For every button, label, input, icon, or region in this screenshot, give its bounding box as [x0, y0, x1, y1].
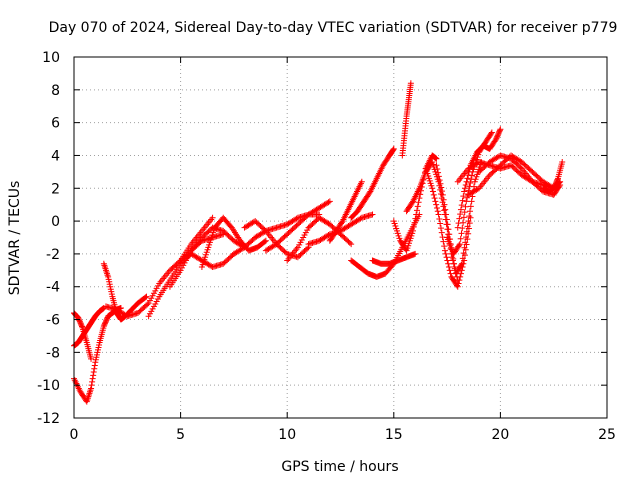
y-tick-label: 6 [51, 116, 60, 132]
series-11 [262, 198, 333, 254]
series-trace [391, 152, 439, 253]
series-17 [369, 250, 419, 267]
series-28 [540, 159, 566, 195]
y-tick-label: -4 [46, 280, 60, 296]
y-tick-label: 10 [42, 50, 60, 66]
plot-frame [73, 56, 608, 419]
series-20 [403, 159, 461, 284]
series-26 [465, 152, 557, 198]
data-point [465, 218, 472, 225]
series-13 [305, 211, 376, 248]
series-trace [71, 310, 94, 360]
series-19 [390, 152, 440, 254]
chart-title: Day 070 of 2024, Sidereal Day-to-day VTE… [49, 20, 618, 36]
y-tick-label: -6 [46, 313, 60, 329]
tick-labels: 0 5 10 15 20 25 -12 -10 -8 -6 -4 -2 0 2 4 6 8 10 [37, 50, 616, 443]
data-points [71, 80, 566, 405]
series-trace [178, 225, 247, 263]
series-trace [540, 161, 565, 195]
data-point [439, 191, 446, 198]
series-trace [455, 127, 503, 227]
series-18 [399, 80, 414, 159]
y-tick-label: 0 [51, 214, 60, 230]
series-trace [264, 199, 332, 253]
series-8 [198, 214, 269, 271]
x-tick-label: 20 [491, 427, 509, 443]
x-axis-label: GPS time / hours [281, 459, 398, 475]
series-trace [104, 216, 215, 319]
data-point [454, 224, 461, 231]
series-24 [454, 126, 504, 231]
data-point [435, 211, 442, 218]
series-trace [404, 160, 460, 280]
series-trace [327, 180, 365, 243]
series-7 [177, 224, 248, 264]
series-trace [370, 251, 418, 267]
data-point [446, 231, 453, 238]
y-tick-label: -8 [46, 345, 60, 361]
series-trace [423, 168, 473, 289]
series-trace [199, 216, 268, 268]
series-15 [348, 145, 397, 221]
x-tick-label: 0 [70, 427, 79, 443]
x-tick-label: 10 [278, 427, 296, 443]
series-trace [399, 82, 414, 156]
series-22 [433, 159, 485, 277]
y-tick-label: 8 [51, 83, 60, 99]
data-point [461, 188, 468, 195]
y-tick-label: 2 [51, 181, 60, 197]
x-tick-label: 5 [176, 427, 185, 443]
series-trace [348, 146, 397, 220]
series-14 [326, 178, 365, 244]
axis-ticks [73, 56, 608, 419]
series-trace [71, 305, 107, 349]
y-tick-label: -12 [37, 411, 60, 427]
series-trace [349, 213, 422, 280]
series-4 [102, 214, 216, 320]
grid [74, 57, 607, 418]
series-5 [145, 250, 237, 320]
y-tick-label: -10 [37, 378, 60, 394]
series-trace [466, 153, 556, 198]
data-point [433, 162, 440, 169]
x-tick-label: 15 [385, 427, 403, 443]
y-tick-label: 4 [51, 148, 60, 164]
y-tick-label: -2 [46, 247, 60, 263]
y-axis-label: SDTVAR / TECUs [7, 181, 23, 296]
x-tick-label: 25 [598, 427, 616, 443]
data-point [441, 247, 448, 254]
data-point [463, 198, 470, 205]
